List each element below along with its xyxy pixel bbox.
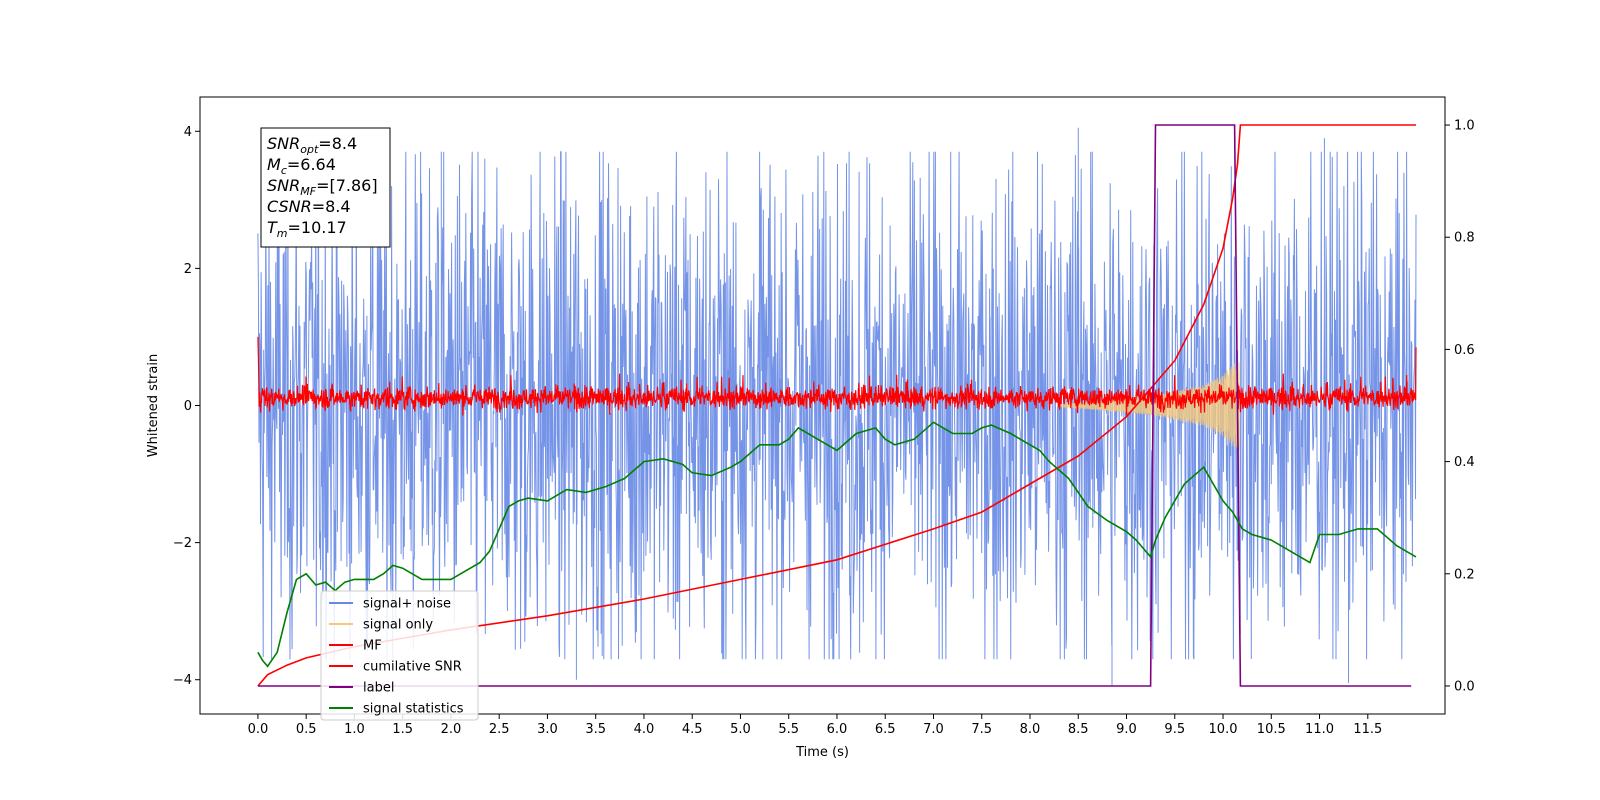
legend-label: cumilative SNR (363, 660, 462, 675)
x-tick-label: 2.5 (489, 722, 510, 737)
x-tick-label: 11.0 (1305, 722, 1334, 737)
annotation-line: Mc=6.64 (267, 155, 336, 177)
x-tick-label: 1.0 (344, 722, 365, 737)
x-tick-label: 3.0 (537, 722, 558, 737)
x-tick-label: 10.5 (1257, 722, 1286, 737)
x-tick-label: 11.5 (1353, 722, 1382, 737)
legend-label: signal only (363, 618, 433, 633)
x-tick-label: 8.5 (1068, 722, 1089, 737)
axes: 0.0 0.5 1.0 1.5 2.0 2.5 3.0 3.5 4.0 4.5 5.0 5.5 6.0 6… (146, 96, 1475, 760)
y-axis-label: Whitened strain (146, 354, 161, 457)
series-signal-only (1058, 362, 1240, 451)
x-tick-label: 2.0 (441, 722, 462, 737)
x-tick-label: 9.5 (1164, 722, 1185, 737)
y2-tick-label: 0.4 (1454, 455, 1475, 470)
legend-label: signal statistics (363, 702, 464, 717)
y2-tick-label: 0.2 (1454, 567, 1475, 582)
series-signal-noise (257, 127, 1417, 687)
x-tick-label: 7.0 (923, 722, 944, 737)
y2-tick-label: 0.6 (1454, 343, 1475, 358)
x-tick-label: 1.5 (392, 722, 413, 737)
legend-label: label (363, 681, 394, 696)
y-tick-label: −2 (173, 536, 192, 551)
y-tick-label: 4 (184, 125, 192, 140)
x-tick-label: 6.0 (827, 722, 848, 737)
legend-box (320, 590, 479, 721)
annotation-line: SNRopt=8.4 (267, 134, 357, 156)
y-tick-label: −4 (173, 673, 192, 688)
x-tick-label: 3.5 (585, 722, 606, 737)
y2-tick-label: 0.0 (1454, 679, 1475, 694)
x-tick-label: 5.5 (778, 722, 799, 737)
x-tick-label: 9.0 (1116, 722, 1137, 737)
series-mf (257, 336, 1417, 416)
annotation-line: SNRMF=[7.86] (267, 176, 378, 198)
x-tick-label: 10.0 (1209, 722, 1238, 737)
legend-label: signal+ noise (363, 597, 451, 612)
x-tick-label: 0.5 (296, 722, 317, 737)
x-tick-label: 4.5 (682, 722, 703, 737)
x-tick-label: 0.0 (248, 722, 269, 737)
legend: signal+ noise signal only MF cumilative SNR… (320, 590, 479, 721)
x-tick-label: 5.0 (730, 722, 751, 737)
annotation-line: Tm=10.17 (267, 218, 347, 240)
legend-label: MF (363, 639, 382, 654)
y-tick-label: 0 (184, 399, 192, 414)
y-tick-label: 2 (184, 262, 192, 277)
y2-tick-label: 1.0 (1454, 119, 1475, 134)
y2-tick-label: 0.8 (1454, 231, 1475, 246)
series-signal-statistics (257, 421, 1417, 668)
annotation-line: CSNR=8.4 (267, 197, 351, 216)
series-label (257, 124, 1412, 687)
annotation-frame (260, 127, 391, 248)
x-tick-label: 7.5 (971, 722, 992, 737)
x-axis-label: Time (s) (795, 745, 849, 760)
x-tick-label: 8.0 (1020, 722, 1041, 737)
x-tick-label: 4.0 (634, 722, 655, 737)
x-tick-label: 6.5 (875, 722, 896, 737)
